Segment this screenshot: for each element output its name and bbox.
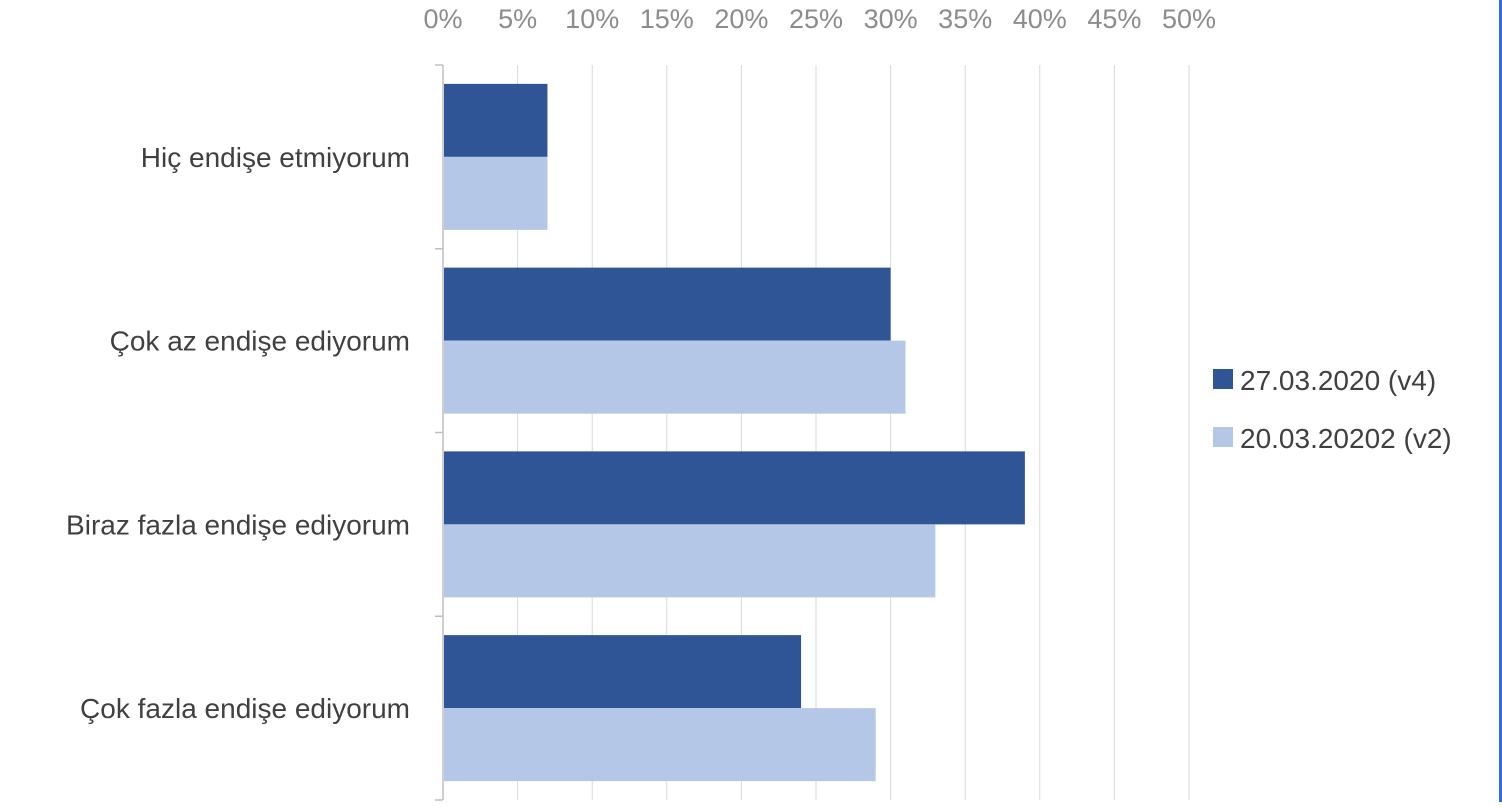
bar-v4 <box>444 267 891 341</box>
x-tick-label: 25% <box>789 4 843 34</box>
legend-swatch <box>1213 369 1233 389</box>
category-label: Çok fazla endişe ediyorum <box>80 693 410 724</box>
legend-label: 27.03.2020 (v4) <box>1240 365 1436 396</box>
bar-v4 <box>444 83 548 157</box>
x-tick-label: 40% <box>1013 4 1067 34</box>
x-tick-label: 10% <box>565 4 619 34</box>
x-tick-label: 50% <box>1162 4 1216 34</box>
bar-v4 <box>444 635 802 709</box>
bar-v2 <box>444 708 876 782</box>
x-tick-label: 35% <box>938 4 992 34</box>
bar-v2 <box>444 524 936 598</box>
x-tick-label: 0% <box>423 4 462 34</box>
bar-v4 <box>444 451 1025 525</box>
category-label: Biraz fazla endişe ediyorum <box>66 509 410 540</box>
category-label: Çok az endişe ediyorum <box>110 326 410 357</box>
bar-v2 <box>444 340 906 414</box>
x-tick-label: 15% <box>640 4 694 34</box>
x-tick-label: 5% <box>498 4 537 34</box>
category-label: Hiç endişe etmiyorum <box>141 142 410 173</box>
x-tick-label: 45% <box>1087 4 1141 34</box>
x-tick-label: 20% <box>714 4 768 34</box>
legend-swatch <box>1213 427 1233 447</box>
frame-border <box>1499 0 1502 802</box>
legend-label: 20.03.20202 (v2) <box>1240 423 1452 454</box>
x-tick-label: 30% <box>864 4 918 34</box>
bar-v2 <box>444 156 548 230</box>
